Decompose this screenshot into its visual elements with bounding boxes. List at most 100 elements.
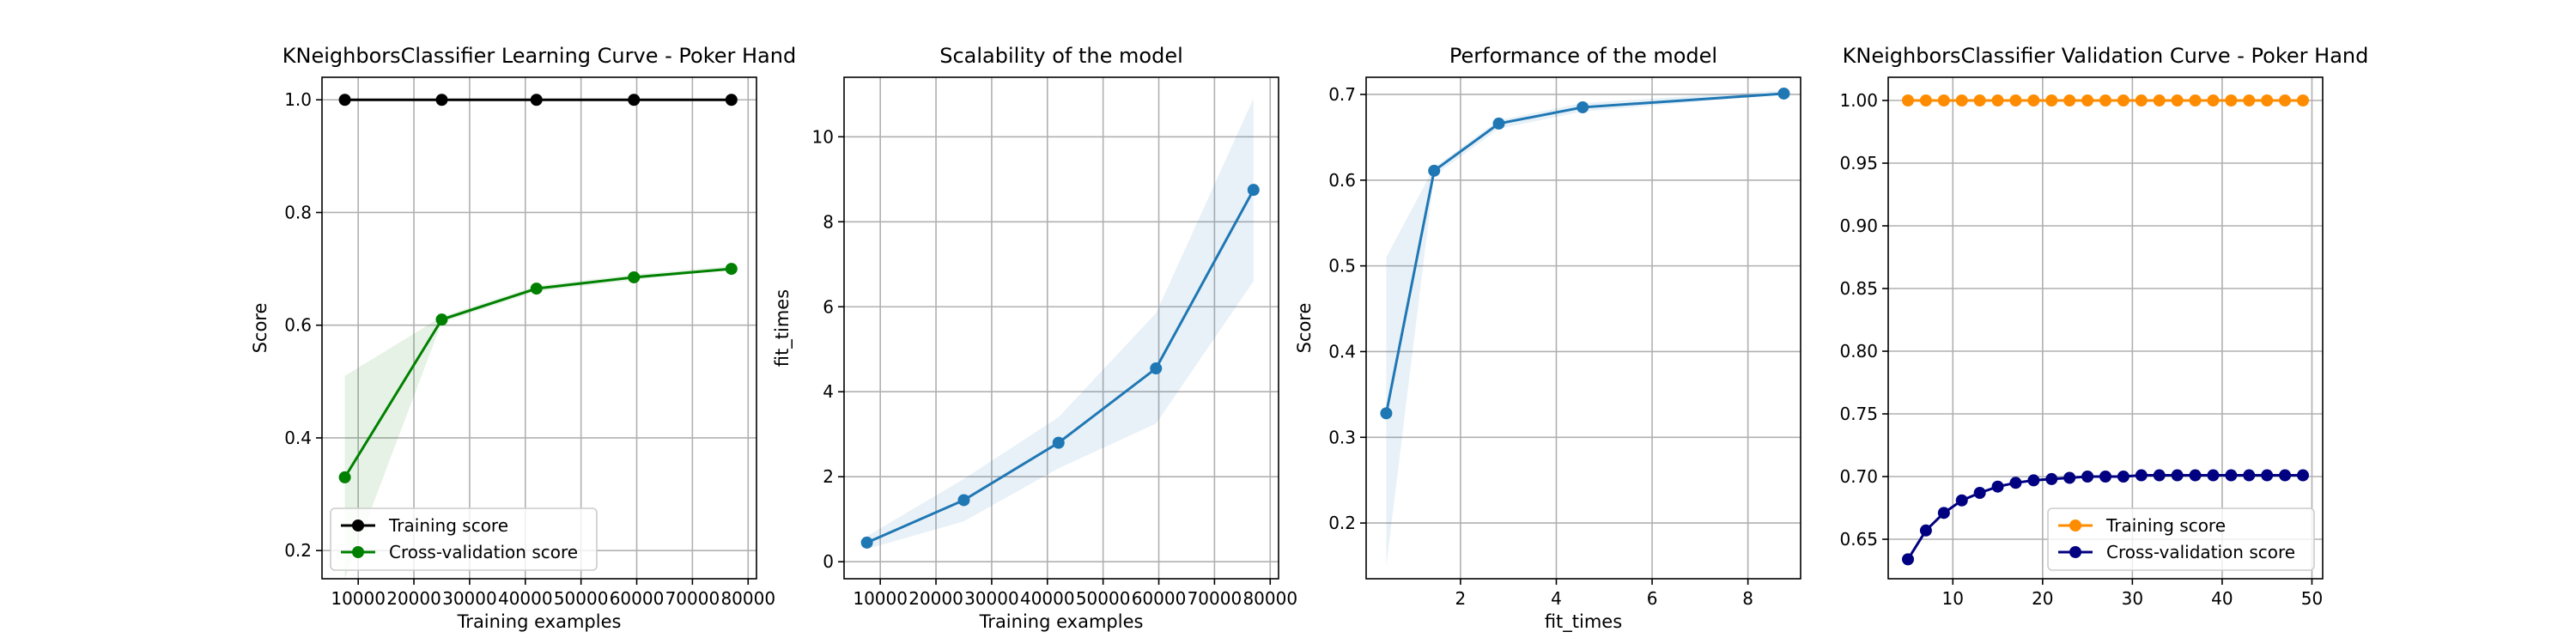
plot-area xyxy=(1380,87,1790,567)
series-0-point xyxy=(628,94,641,106)
series-0-point xyxy=(2207,94,2220,107)
series-0-point xyxy=(1991,94,2004,107)
series-0-point xyxy=(1777,87,1790,100)
series-1-point xyxy=(2279,469,2292,482)
chart-title: KNeighborsClassifier Validation Curve - … xyxy=(1843,44,2369,68)
chart-title: Performance of the model xyxy=(1449,44,1717,68)
series-0-point xyxy=(860,536,873,549)
y-tick-label: 0.2 xyxy=(284,540,312,561)
plot-area xyxy=(860,98,1260,550)
axes-frame xyxy=(321,76,757,580)
legend-label: Cross-validation score xyxy=(2106,542,2295,562)
series-1-point xyxy=(628,270,641,283)
x-axis-label: Training examples xyxy=(457,611,622,632)
y-tick-label: 0.8 xyxy=(284,202,312,222)
series-1-point xyxy=(2009,477,2022,489)
y-tick-label: 0.90 xyxy=(1839,216,1878,236)
x-axis-label: fit_times xyxy=(1545,611,1622,633)
x-tick-label: 6 xyxy=(1647,588,1658,609)
y-tick-label: 0.95 xyxy=(1839,153,1878,173)
legend: Training score Cross-validation score xyxy=(2047,507,2315,571)
series-0-point xyxy=(725,94,738,106)
x-tick-label: 70000 xyxy=(1188,588,1242,609)
series-0-point xyxy=(1492,117,1505,130)
x-tick-label: 80000 xyxy=(1242,588,1297,609)
legend-label: Cross-validation score xyxy=(389,542,578,562)
series-1-point xyxy=(725,263,738,276)
y-tick-label: 4 xyxy=(823,381,834,402)
y-axis-label: fit_times xyxy=(772,289,793,367)
chart-title: Scalability of the model xyxy=(939,44,1183,68)
series-1-point xyxy=(2099,471,2111,483)
x-tick-label: 60000 xyxy=(610,588,665,609)
y-tick-label: 0.6 xyxy=(284,315,312,336)
y-axis-label: Score xyxy=(250,303,270,354)
y-tick-label: 6 xyxy=(823,296,834,317)
x-tick-label: 20000 xyxy=(908,588,963,609)
series-0-line xyxy=(1384,92,1784,414)
series-1-point xyxy=(2297,469,2309,482)
series-1-point xyxy=(530,283,543,295)
series-0-point xyxy=(1955,94,1968,107)
series-0-band xyxy=(866,98,1254,550)
plot-area xyxy=(338,94,738,579)
series-1-point xyxy=(1902,553,1914,566)
x-tick-label: 30000 xyxy=(964,588,1019,609)
series-1-point xyxy=(2261,469,2274,482)
series-1-point xyxy=(2135,469,2148,482)
y-tick-label: 0.70 xyxy=(1839,466,1878,487)
learning-chart: 10000 20000 30000 40000 50000 60000 70000 80000… xyxy=(250,44,796,632)
legend-swatch-marker xyxy=(2069,519,2081,532)
y-tick-label: 2 xyxy=(823,466,834,487)
x-tick-label: 50 xyxy=(2301,588,2323,609)
y-tick-label: 0.2 xyxy=(1328,513,1356,533)
series-0-point xyxy=(1150,362,1163,375)
series-0-point xyxy=(2189,94,2202,107)
x-tick-label: 10000 xyxy=(331,588,386,609)
series-1-point xyxy=(2063,471,2076,484)
series-0-point xyxy=(2081,94,2094,107)
series-0-point xyxy=(2117,94,2129,107)
axes-frame xyxy=(1887,76,2324,580)
series-1-point xyxy=(2117,471,2129,483)
x-tick-label: 80000 xyxy=(720,588,775,609)
y-tick-label: 0.85 xyxy=(1839,278,1878,299)
y-tick-label: 10 xyxy=(812,126,834,147)
series-1-point xyxy=(2081,471,2094,483)
y-tick-label: 1.00 xyxy=(1839,90,1878,111)
series-0-point xyxy=(2261,94,2274,107)
series-1-point xyxy=(2027,474,2040,487)
series-0-point xyxy=(1380,407,1393,420)
series-0-point xyxy=(957,494,970,507)
series-1-point xyxy=(1919,524,1932,537)
x-tick-label: 4 xyxy=(1551,588,1562,609)
series-0-point xyxy=(1919,94,1932,107)
x-tick-label: 60000 xyxy=(1132,588,1187,609)
x-tick-label: 40000 xyxy=(1020,588,1075,609)
scalability-chart: 10000 20000 30000 40000 50000 60000 70000 80000… xyxy=(772,44,1297,632)
y-tick-label: 0.7 xyxy=(1328,84,1356,105)
x-tick-label: 20000 xyxy=(386,588,441,609)
series-1-point xyxy=(338,471,351,483)
legend-box xyxy=(330,507,598,571)
grid-lines xyxy=(1888,77,2323,579)
validation-chart: 10 20 30 40 50 0.65 0.70 0.75 0.80 0.85 0.90 0.95 1.… xyxy=(1839,44,2368,609)
x-tick-label: 30 xyxy=(2122,588,2143,609)
x-tick-label: 10 xyxy=(1942,588,1964,609)
series-0-point xyxy=(1902,94,1914,107)
series-0-point xyxy=(2063,94,2076,107)
x-tick-label: 40000 xyxy=(498,588,553,609)
series-0-point xyxy=(435,94,448,106)
series-1-point xyxy=(1973,486,1986,499)
series-0-point xyxy=(1937,94,1950,107)
series-0-point xyxy=(2243,94,2256,107)
series-0-point xyxy=(530,94,543,106)
axes-frame xyxy=(843,76,1279,580)
series-0-point xyxy=(1247,184,1260,197)
series-0-point xyxy=(1428,164,1441,177)
series-1-point xyxy=(2243,469,2256,482)
y-tick-label: 0.80 xyxy=(1839,341,1878,361)
x-tick-label: 20 xyxy=(2032,588,2053,609)
series-1-point xyxy=(2171,469,2184,482)
x-tick-label: 10000 xyxy=(853,588,908,609)
